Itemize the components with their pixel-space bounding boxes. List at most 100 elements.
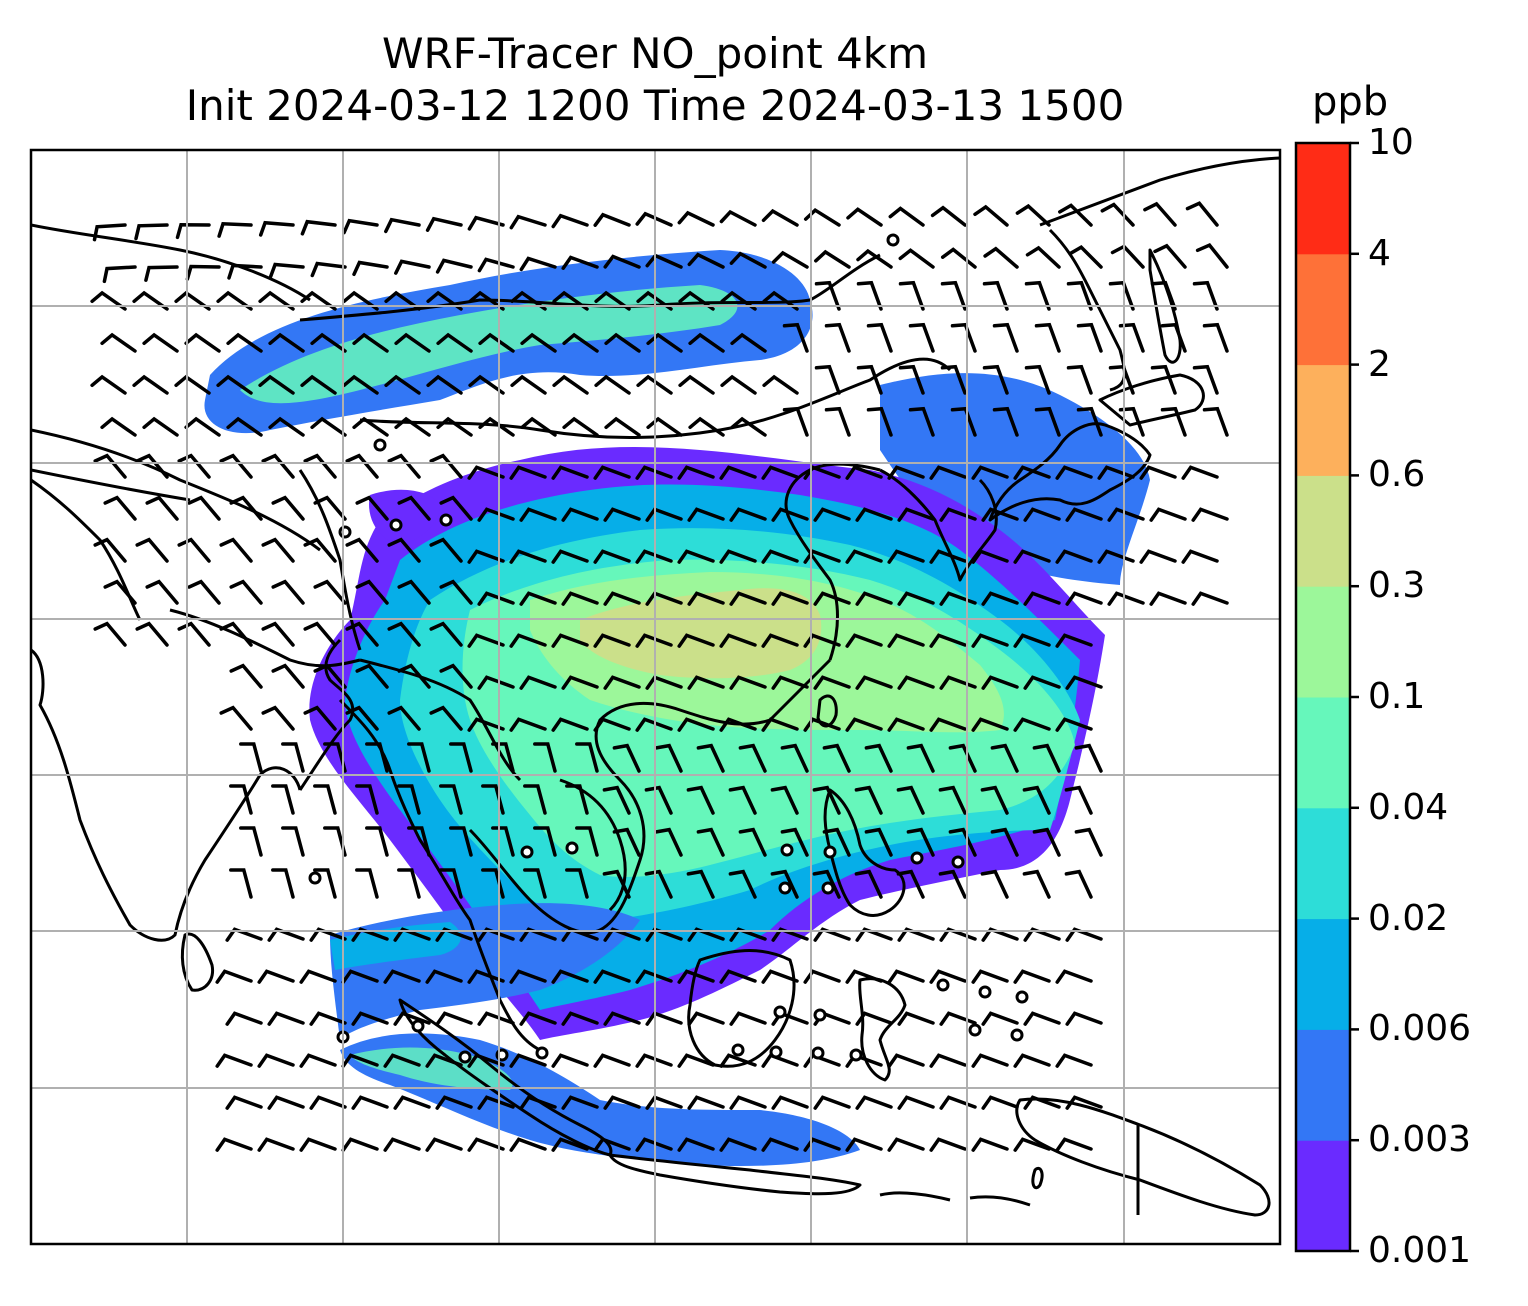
wind-barb: [351, 1095, 389, 1110]
wind-barb: [1074, 743, 1103, 773]
wind-barb: [729, 251, 767, 269]
wind-barb: [397, 663, 431, 689]
wind-barb: [397, 495, 431, 521]
wind-barb: [510, 290, 547, 311]
wind-barb: [729, 1095, 767, 1110]
wind-barb: [635, 465, 673, 480]
wind-barb: [929, 549, 967, 564]
colorbar-tick-label: 0.6: [1368, 454, 1426, 496]
wind-barb: [352, 260, 389, 277]
wind-barb: [1160, 406, 1187, 437]
wind-barb: [258, 290, 295, 311]
wind-barb: [1022, 785, 1051, 815]
wind-barb: [636, 374, 673, 395]
wind-barb: [866, 406, 893, 437]
wind-barb: [1055, 1053, 1093, 1068]
wind-barb: [950, 406, 977, 437]
wind-barb: [971, 465, 1009, 480]
wind-barb: [268, 332, 305, 353]
wind-barb: [519, 507, 557, 522]
wind-barb: [313, 663, 347, 689]
wind-barb: [1150, 364, 1177, 395]
wind-barb: [728, 869, 757, 899]
calm-circle: [565, 841, 579, 855]
wind-barb: [257, 1053, 295, 1068]
wind-barb: [761, 717, 799, 732]
wind-barb: [355, 868, 379, 899]
wind-barb: [365, 742, 389, 773]
wind-barb: [387, 453, 421, 479]
wind-barb: [824, 406, 851, 437]
wind-barb: [982, 280, 1009, 311]
wind-barb: [478, 332, 515, 353]
wind-barb: [677, 549, 715, 564]
wind-barb: [822, 743, 851, 773]
wind-barb: [594, 290, 631, 311]
wind-barb: [761, 633, 799, 648]
coast-kamchatka: [1039, 156, 1280, 227]
wind-barb: [439, 784, 463, 815]
wind-barb: [761, 969, 799, 984]
wind-barb: [90, 374, 127, 395]
wind-barb: [425, 216, 463, 232]
wind-barb: [309, 1095, 347, 1110]
plume-main-3: [580, 588, 822, 679]
wind-barb: [551, 1053, 589, 1068]
wind-barb: [341, 1053, 379, 1068]
wind-barb: [225, 927, 263, 942]
wind-barb: [436, 416, 473, 437]
wind-barb: [603, 254, 641, 269]
wind-barb: [355, 579, 389, 605]
wind-barb: [345, 621, 379, 647]
wind-barb: [132, 374, 169, 395]
wind-barb: [561, 255, 599, 270]
wind-barb: [719, 465, 757, 480]
wind-barb: [855, 507, 893, 522]
wind-barb: [856, 280, 883, 311]
wind-barb: [425, 1137, 463, 1152]
wind-barb: [948, 827, 977, 857]
wind-barb: [980, 785, 1009, 815]
calm-circle: [458, 1050, 472, 1064]
wind-barb: [770, 869, 799, 899]
wind-barb: [1013, 633, 1051, 648]
wind-barb: [906, 743, 935, 773]
wind-barb: [491, 826, 515, 857]
wind-barb: [561, 507, 599, 522]
plume-sw-strip: [330, 922, 461, 970]
wind-barb: [551, 465, 589, 480]
coast-japan: [988, 422, 1152, 522]
wind-barb: [1076, 322, 1103, 353]
wind-barb: [1107, 591, 1145, 606]
wind-barb: [1024, 364, 1051, 395]
wind-barb: [644, 869, 673, 899]
wind-barb: [1100, 202, 1135, 227]
wind-barb: [436, 332, 473, 353]
wind-barb: [103, 495, 137, 521]
wind-barb: [299, 1137, 337, 1152]
wind-barb: [594, 374, 631, 395]
wind-barb: [429, 537, 463, 563]
wind-barb: [1191, 591, 1229, 606]
wind-barb: [761, 208, 799, 227]
wind-barb: [551, 1137, 589, 1152]
coast-japan-north: [1098, 373, 1205, 427]
wind-barb: [635, 633, 673, 648]
map-title-line1: WRF-Tracer NO_point 4km: [381, 29, 929, 78]
wind-barb: [780, 743, 809, 773]
wind-barb: [971, 549, 1009, 564]
wind-barb: [467, 215, 505, 231]
border-pak-afg: [31, 478, 142, 621]
wind-barb: [762, 374, 799, 395]
wind-barb: [561, 1011, 599, 1026]
wind-barb: [552, 374, 589, 395]
wind-barb: [509, 633, 547, 648]
wind-barb: [239, 826, 263, 857]
wind-barb: [678, 290, 715, 311]
wind-barb: [93, 537, 127, 563]
wind-barb: [1023, 1095, 1061, 1110]
wind-barb: [603, 1095, 641, 1110]
wind-barb: [394, 259, 431, 275]
wind-barb: [313, 868, 337, 899]
wind-barb: [300, 374, 337, 395]
